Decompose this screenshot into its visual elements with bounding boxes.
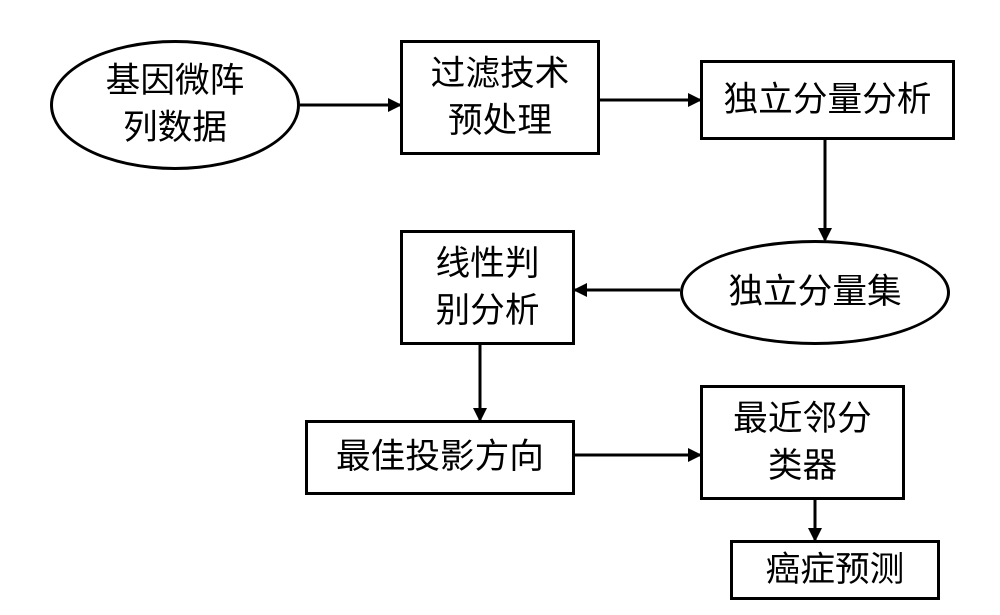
node-n1: 基因微阵列数据 <box>50 40 300 170</box>
node-n5: 线性判别分析 <box>400 230 575 345</box>
node-label: 独立分量分析 <box>724 77 932 124</box>
node-n2: 过滤技术预处理 <box>400 40 600 155</box>
node-n4: 独立分量集 <box>680 240 950 345</box>
node-label: 过滤技术预处理 <box>431 51 570 145</box>
node-n6: 最佳投影方向 <box>305 420 575 495</box>
node-label: 最近邻分类器 <box>733 396 872 490</box>
node-label: 线性判别分析 <box>436 241 540 335</box>
node-label: 癌症预测 <box>766 547 905 594</box>
node-n8: 癌症预测 <box>730 540 940 600</box>
node-n7: 最近邻分类器 <box>700 385 905 500</box>
node-label: 独立分量集 <box>728 269 901 316</box>
node-n3: 独立分量分析 <box>700 60 955 140</box>
flowchart-canvas: 基因微阵列数据 过滤技术预处理 独立分量分析独立分量集 线性判别分析最佳投影方向 最近邻… <box>0 0 1000 615</box>
node-label: 基因微阵列数据 <box>106 58 245 152</box>
node-label: 最佳投影方向 <box>336 434 544 481</box>
